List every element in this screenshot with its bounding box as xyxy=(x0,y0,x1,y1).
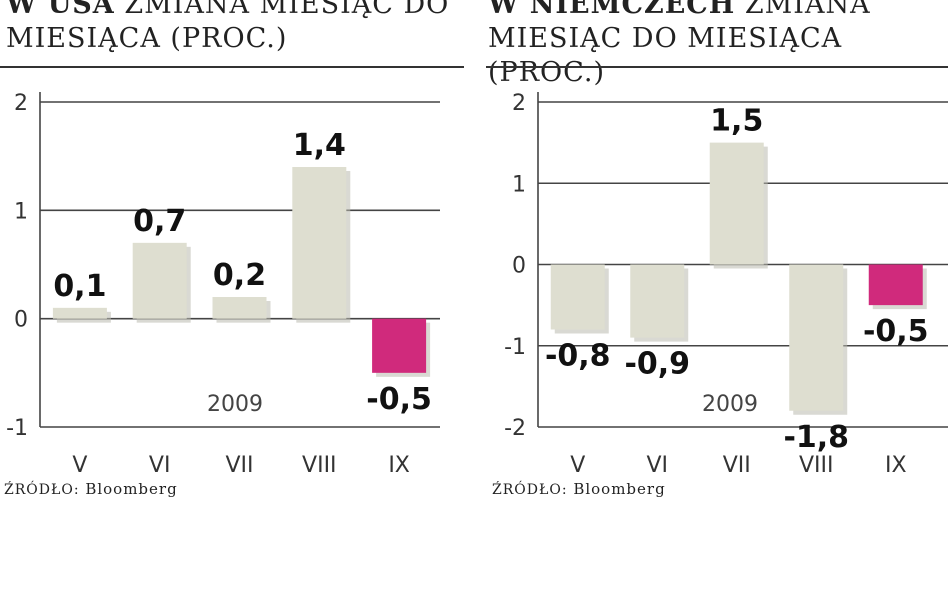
x-tick-label: VIII xyxy=(302,453,337,478)
bar-VIII xyxy=(789,264,844,411)
chart-title-bold: W USA xyxy=(6,0,115,20)
data-label: 0,2 xyxy=(213,258,266,293)
data-label: -0,9 xyxy=(624,347,690,382)
x-tick-label: VII xyxy=(723,453,751,478)
source-note: Źródło: Bloomberg xyxy=(4,480,178,498)
year-annotation: 2009 xyxy=(207,392,263,417)
y-tick-label: 2 xyxy=(512,91,526,116)
y-tick-label: -1 xyxy=(6,416,28,441)
bar-V xyxy=(52,307,107,319)
source-name: Bloomberg xyxy=(85,480,178,498)
bar-IX xyxy=(868,264,923,306)
bar-chart-usa: 2 1 0 -1 2009 0,1 V 0,7 VI 0,2 VII 1,4 VIII -0,5 IX xyxy=(6,91,440,478)
title-divider xyxy=(0,66,464,68)
bar-VII xyxy=(709,142,764,265)
y-tick-label: 1 xyxy=(14,199,28,224)
y-tick-label: 0 xyxy=(14,308,28,333)
y-tick-label: 2 xyxy=(14,91,28,116)
chart-title: W Niemczech zmiana miesiąc do miesiąca (… xyxy=(488,0,948,90)
x-tick-label: VI xyxy=(149,453,171,478)
y-tick-label: 0 xyxy=(512,254,526,279)
chart-title-rest: zmiana miesiąc do miesiąca (proc.) xyxy=(488,0,871,88)
bar-IX xyxy=(372,318,427,373)
bar-VI xyxy=(630,264,685,338)
bar-VIII xyxy=(292,167,347,319)
y-tick-label: -1 xyxy=(504,335,526,360)
source-label: Źródło: xyxy=(492,482,568,498)
data-label: -0,5 xyxy=(366,382,432,417)
source-name: Bloomberg xyxy=(573,480,666,498)
data-label: 1,4 xyxy=(293,128,346,163)
data-label: 1,5 xyxy=(710,104,763,139)
title-divider xyxy=(486,66,948,68)
data-label: -0,8 xyxy=(545,339,611,374)
year-annotation: 2009 xyxy=(702,392,758,417)
bar-VI xyxy=(132,242,187,319)
data-label: -0,5 xyxy=(863,314,929,349)
x-tick-label: VI xyxy=(646,453,668,478)
x-tick-label: V xyxy=(570,453,585,478)
x-tick-label: V xyxy=(72,453,87,478)
bar-V xyxy=(550,264,605,330)
x-tick-label: IX xyxy=(388,453,410,478)
chart-title: W USA zmiana miesiąc do miesiąca (proc.) xyxy=(6,0,466,56)
source-note: Źródło: Bloomberg xyxy=(492,480,666,498)
x-tick-label: VIII xyxy=(799,453,834,478)
data-label: 0,1 xyxy=(53,269,106,304)
x-tick-label: IX xyxy=(885,453,907,478)
x-tick-label: VII xyxy=(225,453,253,478)
data-label: -1,8 xyxy=(783,420,849,455)
chart-title-bold: W Niemczech xyxy=(488,0,736,20)
data-label: 0,7 xyxy=(133,204,186,239)
chart-title-rest: zmiana miesiąc do miesiąca (proc.) xyxy=(6,0,450,54)
y-tick-label: 1 xyxy=(512,172,526,197)
y-tick-label: -2 xyxy=(504,416,526,441)
source-label: Źródło: xyxy=(4,482,80,498)
bar-VII xyxy=(212,297,267,319)
